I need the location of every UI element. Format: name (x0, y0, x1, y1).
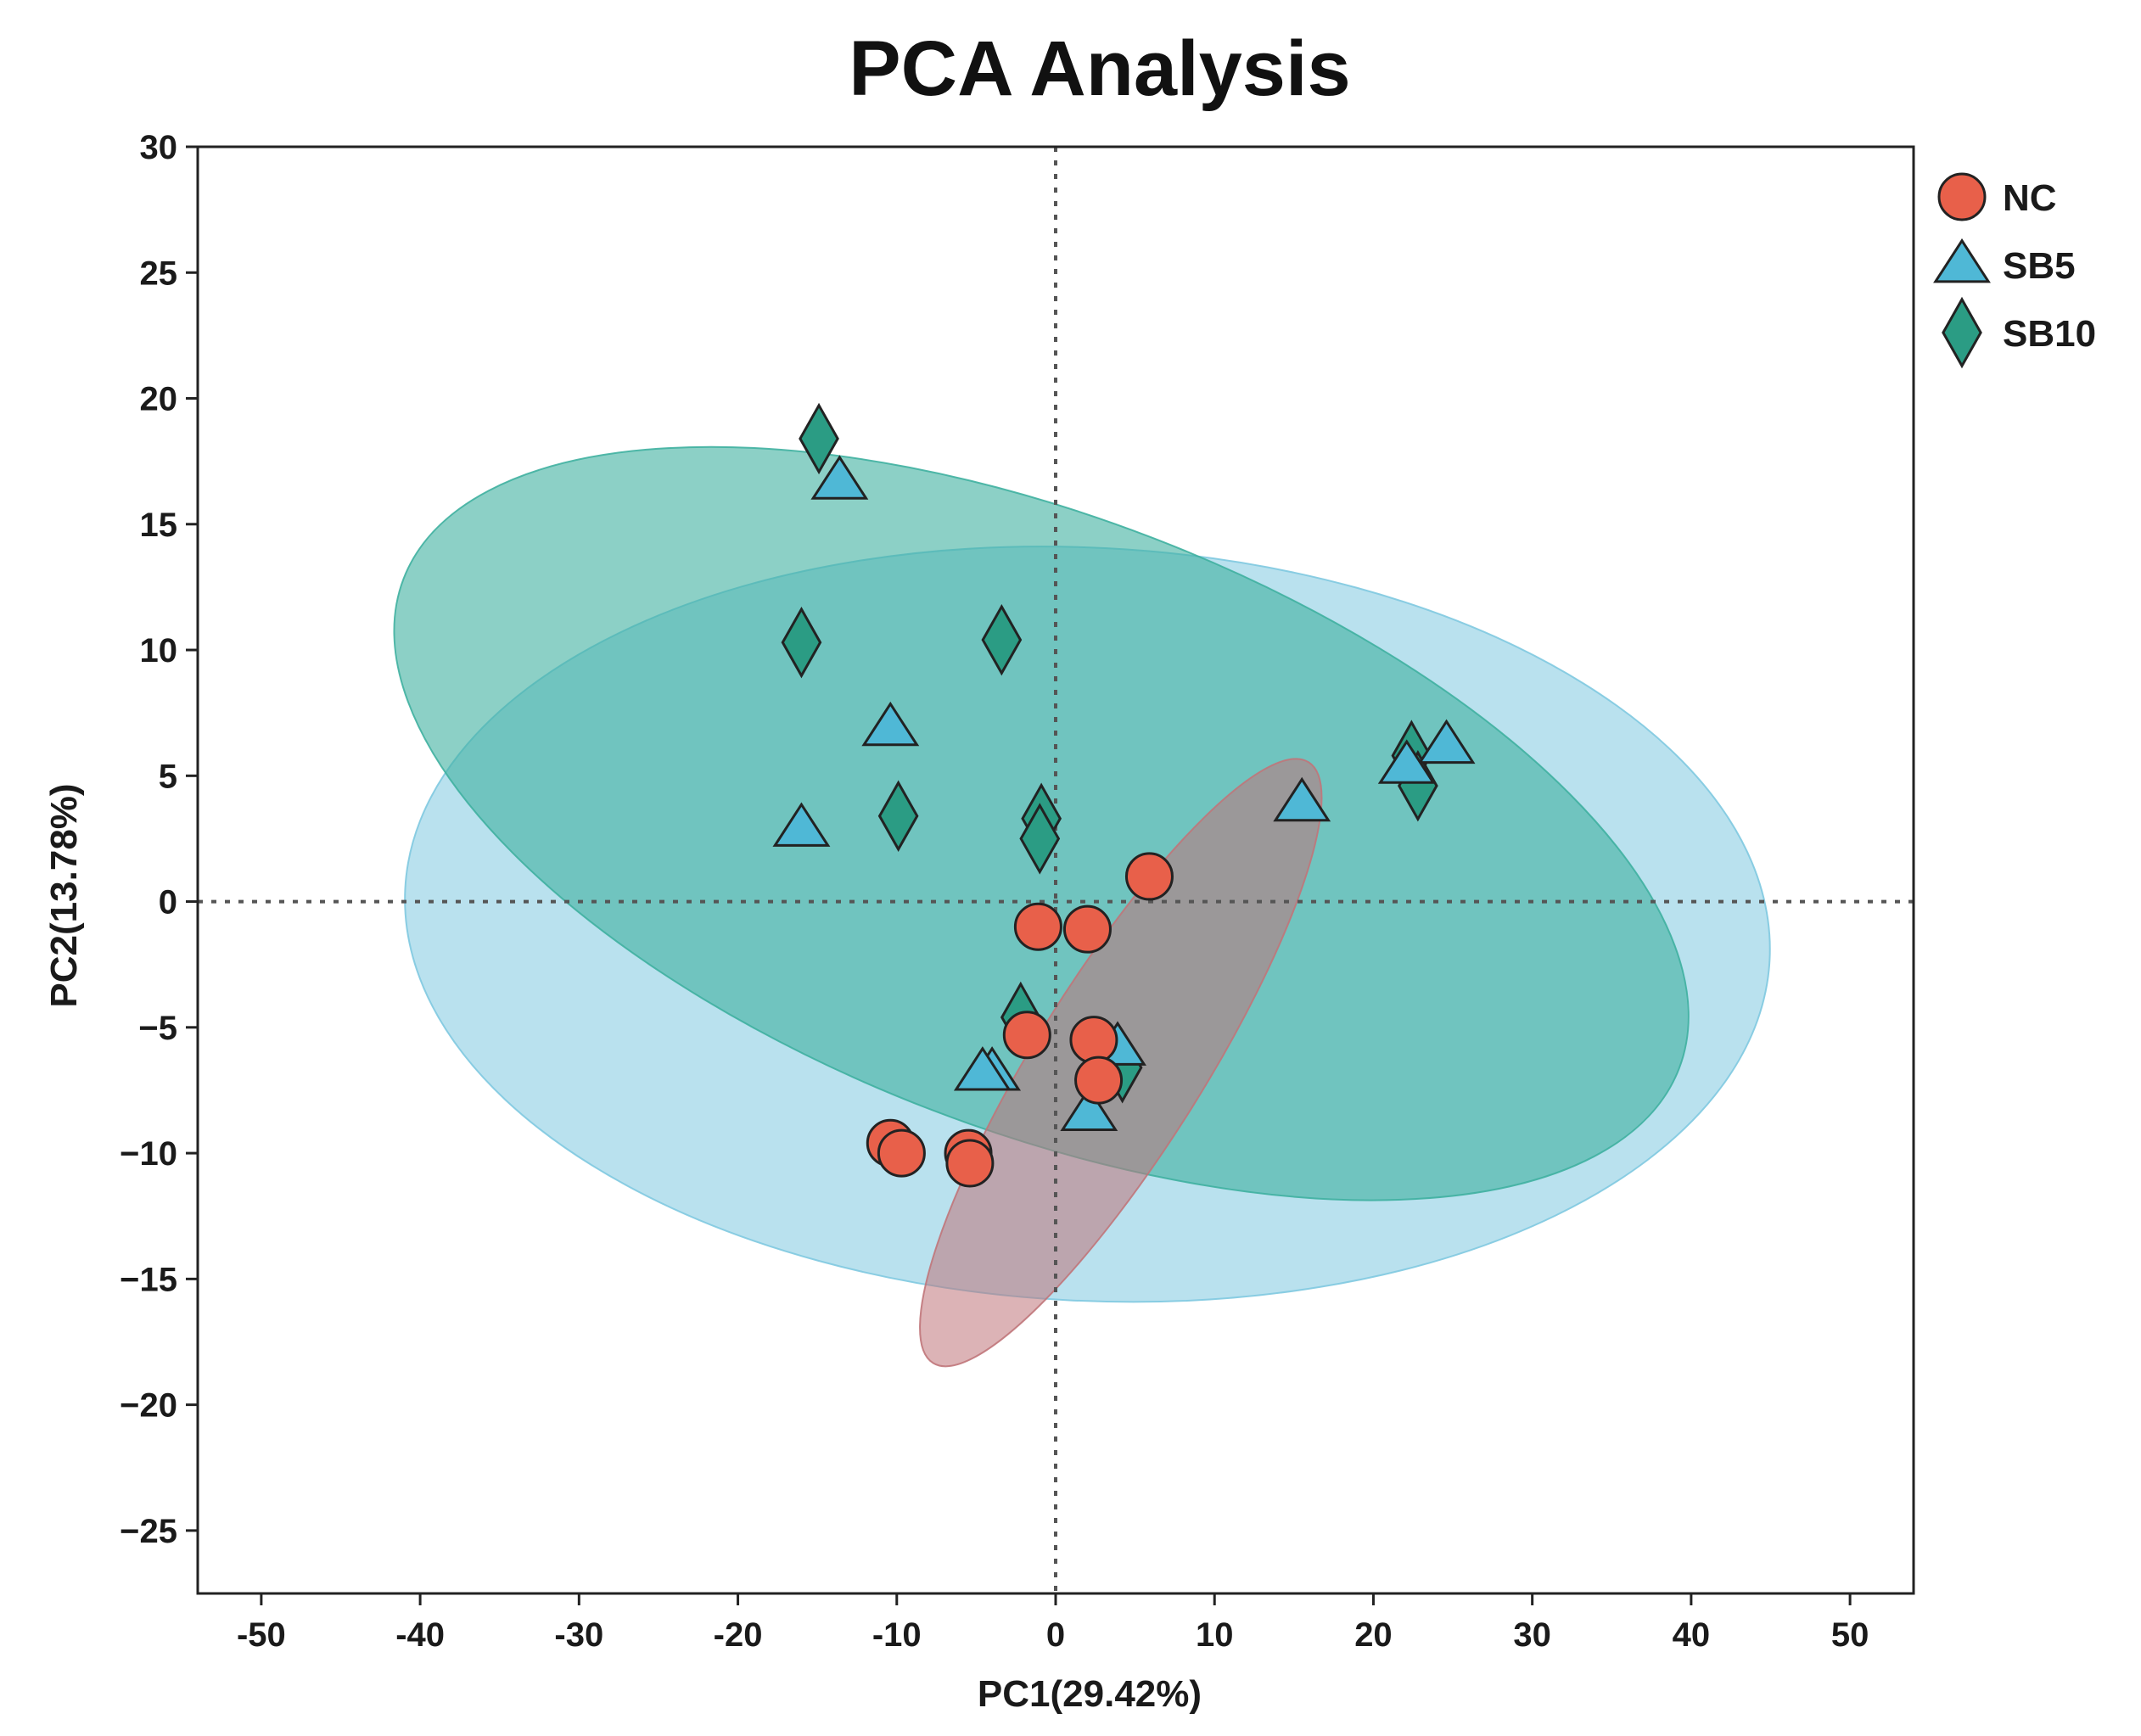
y-tick-label: 20 (140, 381, 178, 418)
x-tick-label: 20 (1354, 1616, 1393, 1654)
point-sb10 (1019, 803, 1061, 875)
point-sb5 (1377, 739, 1436, 784)
legend-marker-sb5 (1933, 238, 1991, 283)
point-sb10 (799, 402, 839, 475)
point-sb5 (1417, 719, 1476, 764)
x-tick-label: -40 (395, 1616, 445, 1654)
point-sb10 (877, 780, 919, 852)
legend-marker-sb10 (1942, 296, 1982, 369)
point-nc (1013, 902, 1062, 951)
point-nc (877, 1128, 926, 1178)
x-tick-label: -30 (554, 1616, 603, 1654)
x-tick-label: 10 (1196, 1616, 1234, 1654)
point-sb5 (1273, 776, 1331, 822)
reference-lines (198, 147, 1914, 1593)
x-axis-title: PC1(29.42%) (978, 1673, 1202, 1715)
point-sb5 (861, 701, 920, 747)
point-sb5 (953, 1046, 1012, 1091)
y-tick-label: 0 (159, 884, 177, 921)
x-tick-label: 50 (1831, 1616, 1869, 1654)
legend-label-sb5: SB5 (2003, 245, 2076, 287)
x-tick-label: -50 (237, 1616, 286, 1654)
y-tick-label: 5 (159, 758, 177, 795)
point-sb5 (810, 455, 869, 500)
point-nc (1124, 852, 1174, 901)
x-tick-label: 30 (1513, 1616, 1551, 1654)
point-nc (1062, 904, 1112, 954)
y-tick-label: −10 (120, 1135, 177, 1173)
axes: -50 -40 -30 -20 -10 0 10 20 30 40 50302520151050−5… (120, 129, 1869, 1654)
x-tick-label: -20 (714, 1616, 763, 1654)
x-tick-label: 0 (1046, 1616, 1065, 1654)
legend-label-nc: NC (2003, 177, 2057, 219)
y-tick-label: 10 (140, 632, 178, 669)
x-tick-label: -10 (872, 1616, 922, 1654)
point-sb5 (1060, 1086, 1118, 1131)
y-tick-label: −25 (120, 1513, 177, 1550)
y-tick-label: 30 (140, 129, 178, 166)
legend-label-sb10: SB10 (2003, 313, 2096, 355)
point-sb10 (781, 606, 822, 679)
point-nc (1074, 1056, 1124, 1105)
chart-title: PCA Analysis (849, 25, 1350, 112)
data-points (772, 402, 1476, 1188)
y-tick-label: 15 (140, 507, 178, 544)
legend: NC SB5 SB10 (1933, 172, 2096, 369)
point-nc (1069, 1016, 1118, 1065)
point-sb10 (981, 603, 1023, 676)
y-tick-label: 25 (140, 255, 178, 292)
y-tick-label: −5 (138, 1010, 177, 1047)
y-tick-label: −15 (120, 1261, 177, 1298)
y-axis-title: PC2(13.78%) (43, 783, 85, 1007)
y-tick-label: −20 (120, 1387, 177, 1425)
point-nc (945, 1139, 995, 1188)
point-sb5 (772, 802, 831, 847)
legend-marker-nc (1937, 172, 1987, 221)
point-nc (1002, 1011, 1051, 1060)
x-tick-label: 40 (1673, 1616, 1711, 1654)
